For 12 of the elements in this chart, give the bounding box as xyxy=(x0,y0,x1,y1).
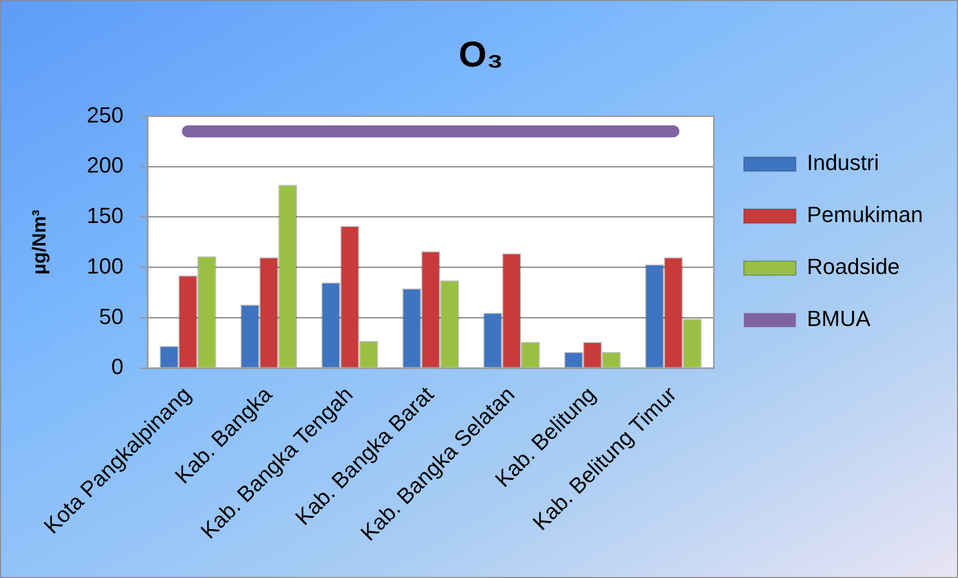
y-tick-label: 0 xyxy=(111,354,124,380)
y-tick-label: 250 xyxy=(86,102,124,128)
y-tick-label: 100 xyxy=(86,253,124,278)
legend-label: BMUA xyxy=(806,306,871,332)
legend-label: Industri xyxy=(806,150,879,176)
chart-title: O₃ xyxy=(458,34,504,75)
y-tick-label: 150 xyxy=(86,203,124,228)
y-tick-label: 50 xyxy=(99,304,124,329)
y-axis-title: µg/Nm³ xyxy=(30,210,51,275)
y-tick-label: 200 xyxy=(86,152,124,178)
legend-label: Roadside xyxy=(806,254,900,280)
legend-label: Pemukiman xyxy=(806,202,923,228)
